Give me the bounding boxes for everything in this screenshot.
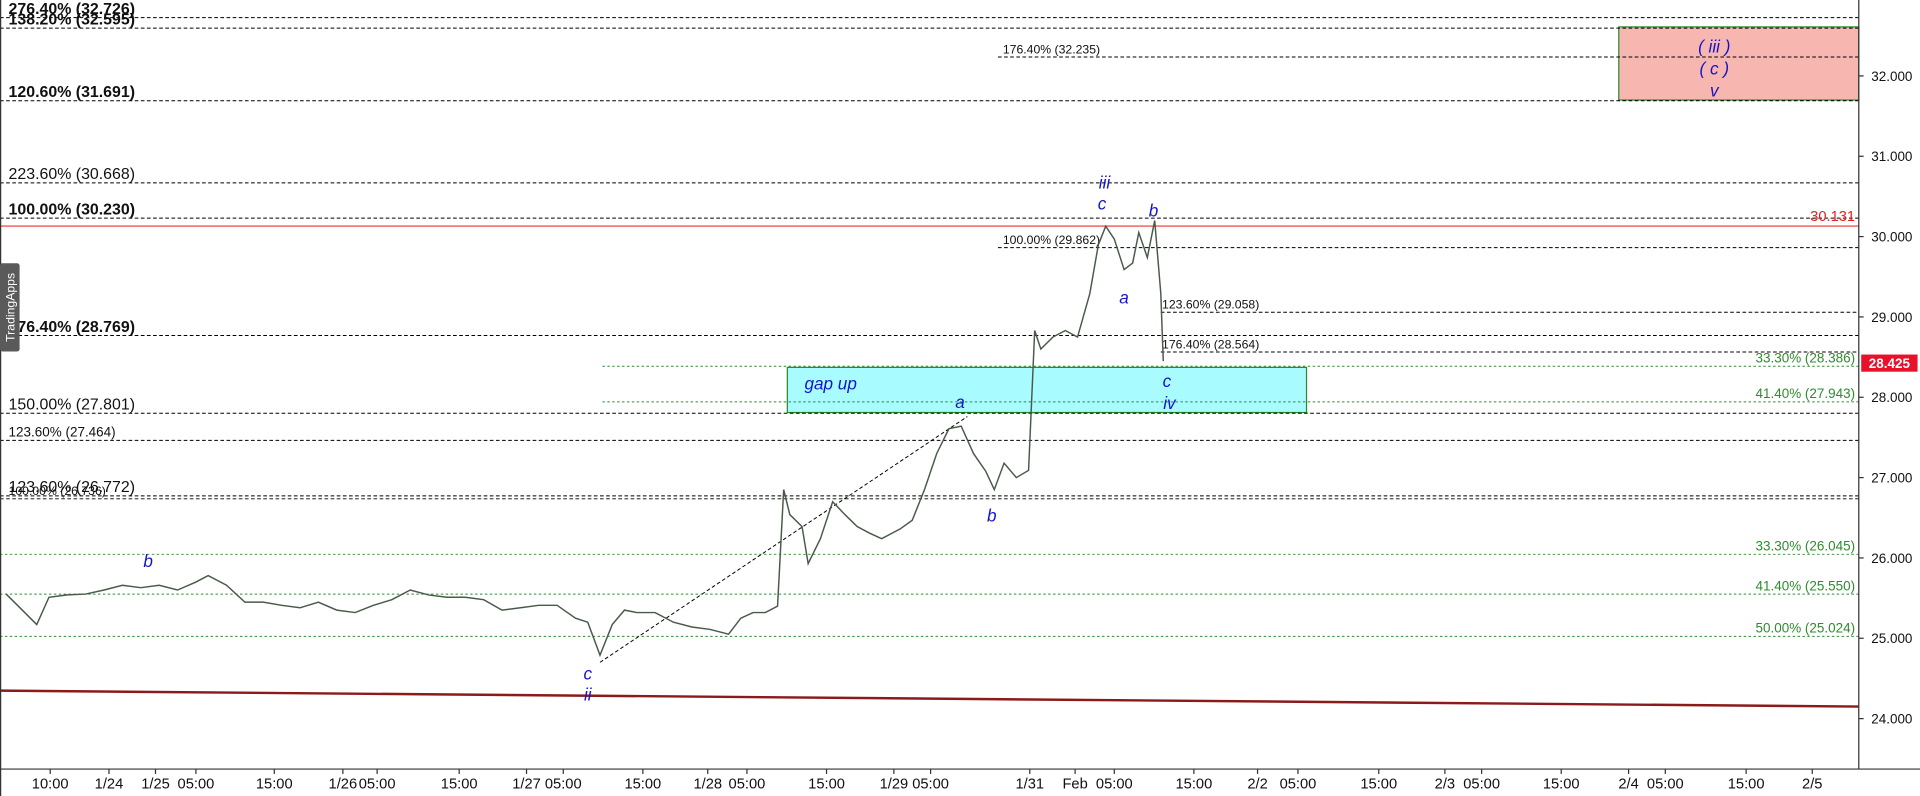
x-tick-label: 1/27 [512, 777, 541, 793]
wave-label: a [955, 392, 965, 412]
fib-label: 33.30% (26.045) [1756, 539, 1856, 554]
y-tick-label: 27.000 [1871, 470, 1912, 485]
fib-label: 223.60% (30.668) [9, 166, 135, 183]
x-tick-label: 1/28 [693, 777, 722, 793]
x-tick-label: 05:00 [729, 777, 766, 793]
x-tick-label: 05:00 [545, 777, 582, 793]
y-tick-label: 26.000 [1871, 551, 1912, 566]
x-tick-label: 1/25 [141, 777, 170, 793]
x-tick-label: 2/5 [1802, 777, 1822, 793]
x-tick-label: 15:00 [1728, 777, 1765, 793]
zone-label: ( c ) [1700, 59, 1729, 79]
x-tick-label: 1/31 [1015, 777, 1044, 793]
x-tick-label: 1/24 [95, 777, 124, 793]
fib-label: 100.00% (26.736) [9, 484, 106, 498]
fib-label: 100.00% (30.230) [9, 201, 135, 218]
x-tick-label: 10:00 [32, 777, 69, 793]
fib-label: 176.40% (32.235) [1003, 42, 1100, 56]
side-tab [0, 263, 20, 352]
x-tick-label: 1/26 [329, 777, 358, 793]
trendline [0, 689, 1859, 708]
price-line [5, 220, 1164, 658]
wave-label: a [1119, 288, 1129, 308]
fib-label: 150.00% (27.801) [9, 397, 135, 414]
wave-label: iv [1163, 393, 1177, 413]
fib-label: 138.20% (32.595) [9, 11, 135, 28]
left-border [0, 0, 2, 796]
last-price-label: 28.425 [1869, 356, 1911, 371]
fib-label: 50.00% (25.024) [1756, 621, 1856, 636]
x-tick-label: 05:00 [1096, 777, 1133, 793]
fib-label: 123.60% (27.464) [9, 425, 116, 440]
wave-label: b [143, 551, 153, 571]
x-tick-label: 05:00 [1280, 777, 1317, 793]
resistance-label: 30.131 [1810, 209, 1855, 225]
y-tick-label: 29.000 [1871, 310, 1912, 325]
side-tab-label: TradingApps [4, 273, 18, 342]
wave-label: c [583, 664, 592, 684]
x-tick-label: 05:00 [359, 777, 396, 793]
fib-label: 41.40% (25.550) [1756, 578, 1856, 593]
wave-label: c [1098, 193, 1107, 213]
wave-label: b [987, 506, 997, 526]
y-tick-label: 28.000 [1871, 390, 1912, 405]
fib-label: 41.40% (27.943) [1756, 386, 1856, 401]
fib-label: 123.60% (29.058) [1162, 298, 1259, 312]
zone-label: ( iii ) [1698, 37, 1730, 57]
trendline [599, 416, 968, 663]
x-tick-label: 15:00 [441, 777, 478, 793]
fib-label: 100.00% (29.862) [1003, 233, 1100, 247]
x-tick-label: 2/4 [1618, 777, 1638, 793]
zone [1618, 26, 1860, 101]
wave-label: c [1163, 371, 1172, 391]
fib-label: 176.40% (28.564) [1162, 337, 1259, 351]
y-tick-label: 32.000 [1871, 69, 1912, 84]
zone [786, 366, 1308, 414]
fib-label: 33.30% (28.386) [1756, 351, 1856, 366]
x-tick-label: 15:00 [624, 777, 661, 793]
x-tick-label: 15:00 [1543, 777, 1580, 793]
wave-label: ii [584, 684, 593, 704]
fib-label: 120.60% (31.691) [9, 84, 135, 101]
x-tick-label: 05:00 [1463, 777, 1500, 793]
x-tick-label: Feb [1062, 777, 1087, 793]
x-tick-label: 2/2 [1247, 777, 1267, 793]
y-tick-label: 30.000 [1871, 229, 1912, 244]
zone-label: v [1710, 81, 1720, 101]
last-price-badge [1861, 354, 1918, 372]
x-tick-label: 15:00 [808, 777, 845, 793]
wave-label: iii [1099, 173, 1112, 193]
y-tick-label: 25.000 [1871, 631, 1912, 646]
x-tick-label: 15:00 [256, 777, 293, 793]
y-tick-label: 24.000 [1871, 712, 1912, 727]
x-tick-label: 05:00 [912, 777, 949, 793]
x-tick-label: 05:00 [178, 777, 215, 793]
x-tick-label: 15:00 [1360, 777, 1397, 793]
fib-label: 176.40% (28.769) [9, 319, 135, 336]
fib-label: 276.40% (32.726) [9, 1, 135, 18]
wave-label: b [1149, 201, 1159, 221]
fib-label: 123.60% (26.772) [9, 479, 135, 496]
x-tick-label: 2/3 [1435, 777, 1455, 793]
x-tick-label: 05:00 [1647, 777, 1684, 793]
y-tick-label: 31.000 [1871, 149, 1912, 164]
x-tick-label: 1/29 [880, 777, 909, 793]
x-tick-label: 15:00 [1175, 777, 1212, 793]
zone-label: gap up [804, 373, 856, 393]
